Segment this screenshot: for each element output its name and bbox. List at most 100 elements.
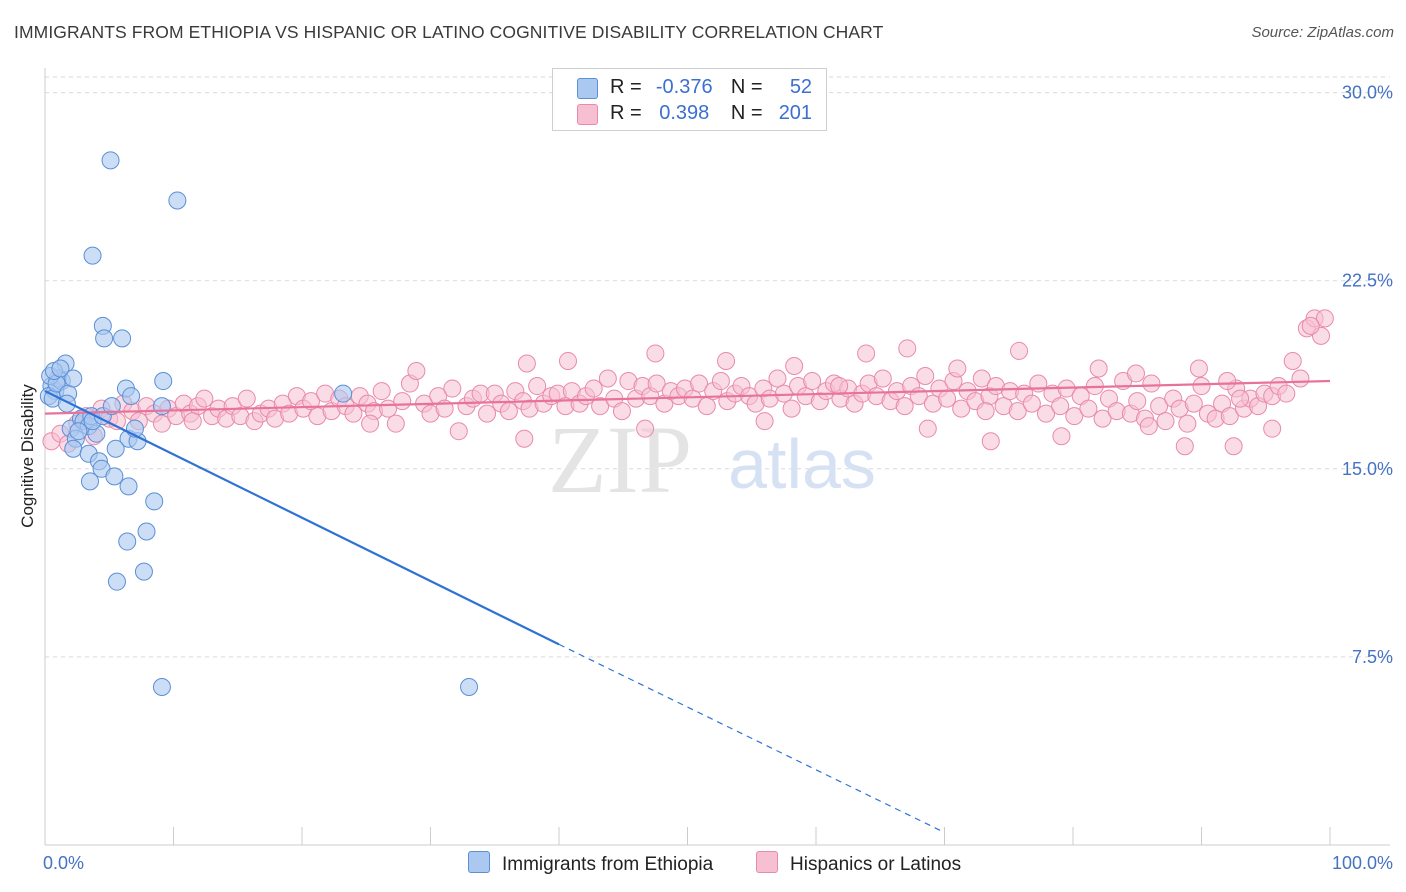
data-point-hispanics: [873, 369, 892, 388]
data-point-hispanics: [515, 429, 534, 448]
trendline-hispanics: [44, 379, 1331, 415]
data-point-hispanics: [938, 389, 957, 408]
data-point-hispanics: [1051, 397, 1070, 416]
data-point-ethiopia: [137, 522, 156, 541]
data-point-hispanics: [1156, 412, 1175, 431]
data-point-hispanics: [683, 389, 702, 408]
legend-r-value: -0.376: [655, 76, 713, 98]
data-point-hispanics: [1139, 417, 1158, 436]
data-point-hispanics: [1128, 392, 1147, 411]
data-point-hispanics: [1150, 397, 1169, 416]
data-point-hispanics: [393, 392, 412, 411]
data-point-ethiopia: [107, 572, 126, 591]
data-point-ethiopia: [102, 397, 121, 416]
data-point-hispanics: [1189, 359, 1208, 378]
data-point-ethiopia: [64, 439, 83, 458]
data-point-hispanics: [361, 414, 380, 433]
legend-n-value: 52: [789, 76, 813, 98]
data-point-ethiopia: [168, 191, 187, 210]
data-point-hispanics: [195, 389, 214, 408]
gridlines: [45, 76, 1390, 658]
data-point-hispanics: [647, 374, 666, 393]
bottom-legend-label-ethiopia: Immigrants from Ethiopia: [502, 854, 714, 875]
data-point-hispanics: [1184, 394, 1203, 413]
trendline-ethiopia: [44, 390, 560, 646]
axes: [44, 68, 1390, 846]
data-point-ethiopia: [113, 329, 132, 348]
data-point-hispanics: [976, 402, 995, 421]
data-point-hispanics: [690, 374, 709, 393]
chart-source: Source: ZipAtlas.com: [1251, 24, 1394, 41]
x-tick-label-left: 0.0%: [43, 853, 84, 873]
data-point-hispanics: [895, 397, 914, 416]
data-point-hispanics: [386, 414, 405, 433]
data-point-ethiopia: [106, 439, 125, 458]
data-point-hispanics: [1192, 377, 1211, 396]
data-point-hispanics: [344, 404, 363, 423]
watermark-zip: ZIP: [548, 406, 692, 513]
data-point-hispanics: [1022, 394, 1041, 413]
data-point-hispanics: [646, 344, 665, 363]
data-point-ethiopia: [51, 359, 70, 378]
data-point-ethiopia: [334, 384, 353, 403]
data-point-hispanics: [1231, 389, 1250, 408]
data-point-hispanics: [372, 382, 391, 401]
trendlines: [44, 379, 1331, 833]
data-point-hispanics: [755, 412, 774, 431]
legend-r-label: R =: [610, 76, 642, 98]
bottom-legend-hispanics: Hispanics or Latinos: [756, 851, 961, 876]
y-tick-label: 7.5%: [1352, 647, 1393, 667]
bottom-legend-ethiopia: Immigrants from Ethiopia: [468, 851, 713, 876]
data-point-ethiopia: [101, 151, 120, 170]
trendline-ethiopia-extension: [558, 643, 945, 833]
tick-labels: 7.5% 15.0% 22.5% 30.0% 0.0% 100.0%: [43, 83, 1393, 873]
y-tick-label: 30.0%: [1342, 83, 1393, 103]
data-point-hispanics: [407, 362, 426, 380]
data-point-hispanics: [1178, 414, 1197, 433]
data-point-ethiopia: [154, 372, 173, 391]
data-point-ethiopia: [64, 369, 83, 388]
data-point-ethiopia: [118, 532, 137, 551]
bottom-legend-swatch-pink: [756, 851, 778, 873]
legend-swatch-pink: [577, 104, 598, 125]
data-point-hispanics: [1142, 374, 1161, 393]
data-point-hispanics: [517, 354, 536, 373]
data-point-hispanics: [1291, 369, 1310, 388]
y-axis-label: Cognitive Disability: [18, 384, 37, 528]
data-point-hispanics: [1126, 364, 1145, 383]
data-point-ethiopia: [152, 397, 171, 416]
data-point-hispanics: [1218, 372, 1237, 391]
data-point-hispanics: [1037, 404, 1056, 423]
data-point-hispanics: [782, 399, 801, 418]
data-point-ethiopia: [83, 246, 102, 265]
data-point-ethiopia: [95, 329, 114, 348]
legend-swatch-blue: [577, 78, 598, 99]
data-point-ethiopia: [69, 422, 88, 441]
data-point-hispanics: [449, 422, 468, 441]
data-point-hispanics: [1089, 359, 1108, 378]
data-point-hispanics: [1079, 399, 1098, 418]
bottom-legend-label-hispanics: Hispanics or Latinos: [790, 854, 962, 875]
data-point-hispanics: [478, 404, 497, 423]
data-point-hispanics: [972, 369, 991, 388]
correlation-legend: R = -0.376 N = 52 R = 0.398 N = 201: [552, 68, 827, 131]
data-point-hispanics: [1010, 341, 1029, 360]
data-point-hispanics: [1175, 437, 1194, 456]
data-point-hispanics: [1263, 419, 1282, 438]
data-point-hispanics: [768, 369, 787, 388]
y-tick-label: 22.5%: [1342, 271, 1393, 291]
data-point-ethiopia: [152, 678, 171, 696]
data-point-hispanics: [1283, 351, 1302, 370]
data-point-ethiopia: [105, 467, 124, 486]
data-point-hispanics: [1052, 427, 1071, 446]
data-point-hispanics: [1065, 407, 1084, 426]
legend-n-label: N =: [730, 76, 763, 98]
legend-n-value: 201: [778, 102, 813, 124]
data-point-ethiopia: [460, 678, 479, 696]
data-point-hispanics: [584, 379, 603, 398]
data-point-hispanics: [558, 351, 577, 370]
data-point-hispanics: [183, 412, 202, 431]
legend-r-value: 0.398: [659, 102, 710, 124]
data-point-hispanics: [1220, 407, 1239, 426]
data-point-hispanics: [499, 402, 518, 421]
